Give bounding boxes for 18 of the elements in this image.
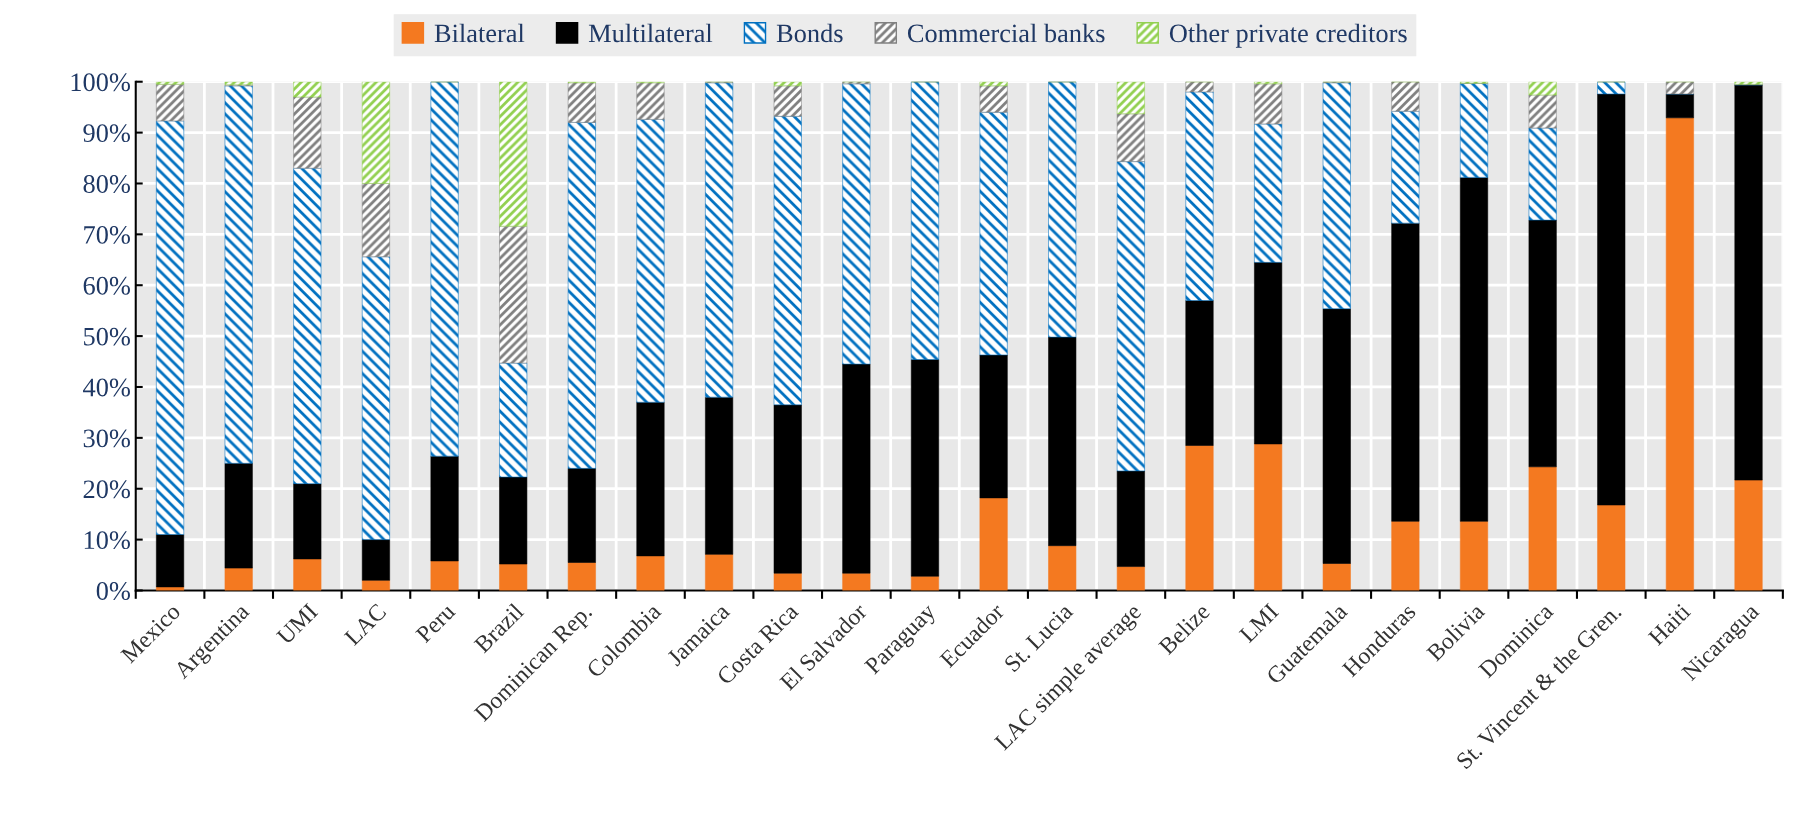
y-tick-label: 100% — [71, 73, 130, 92]
y-tick-label: 10% — [84, 531, 130, 550]
y-tick-label: 70% — [84, 225, 130, 244]
y-tick-label: 40% — [83, 378, 130, 397]
legend-label: Bonds — [776, 23, 843, 43]
y-tick-label: 50% — [84, 327, 130, 346]
legend-label: Commercial banks — [907, 23, 1105, 43]
legend-label: Bilateral — [434, 23, 525, 43]
y-tick-label: 80% — [83, 175, 130, 193]
legend-label: Other private creditors — [1169, 23, 1407, 48]
y-tick-label: 90% — [83, 124, 130, 143]
y-tick-label: 0% — [96, 582, 130, 600]
x-tick-label: UMI — [275, 602, 319, 646]
x-tick-label: Peru — [415, 602, 457, 644]
y-tick-label: 20% — [83, 480, 130, 499]
legend-label: Multilateral — [588, 23, 713, 43]
y-tick-label: 30% — [83, 429, 130, 448]
y-tick-label: 60% — [83, 276, 130, 295]
